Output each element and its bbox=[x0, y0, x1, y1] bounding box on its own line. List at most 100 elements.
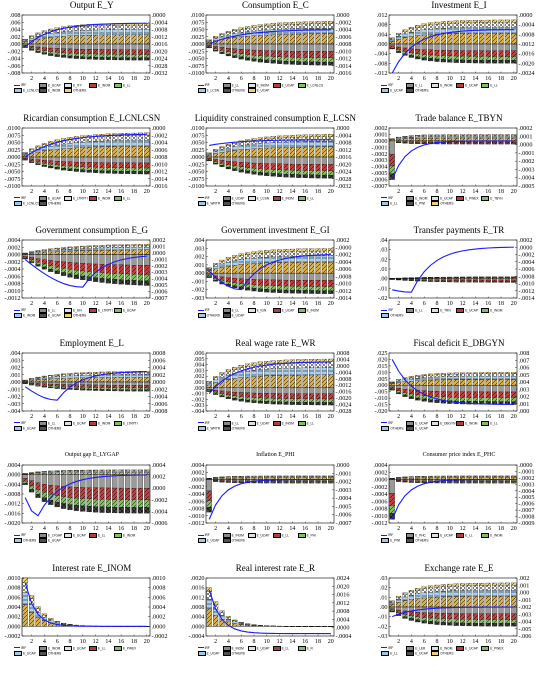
legend-label: IRF bbox=[388, 308, 394, 312]
bar-segment bbox=[61, 52, 67, 56]
bar-segment bbox=[29, 156, 35, 159]
bar-segment bbox=[428, 134, 434, 137]
bar-segment bbox=[434, 584, 440, 587]
y-tick-label-right: -.0002 bbox=[519, 252, 535, 259]
bar-segment bbox=[112, 374, 118, 377]
y-tick-label-right: -.0003 bbox=[152, 269, 168, 276]
legend-label: E_UCAP bbox=[73, 533, 86, 538]
x-tick-label: 20 bbox=[144, 301, 150, 307]
bar-segment bbox=[118, 472, 124, 475]
chart-panel: Interest rate E_INOM .0010.0008.0006.0004… bbox=[0, 563, 184, 675]
x-tick-label: 6 bbox=[239, 414, 242, 420]
legend-entry: OTHERS bbox=[406, 88, 431, 94]
bar-segment bbox=[447, 396, 453, 401]
legend-entry: IRF bbox=[381, 196, 406, 201]
y-tick-label-right: -.0024 bbox=[335, 168, 351, 175]
legend-swatch bbox=[89, 308, 97, 313]
legend-entry: E_DBGYN bbox=[431, 420, 456, 426]
bar-segment bbox=[238, 169, 244, 172]
bar-segment bbox=[41, 377, 47, 379]
y-tick-label-right: .0000 bbox=[152, 12, 166, 19]
y-tick-label-left: .0000 bbox=[190, 41, 204, 48]
x-tick-label: 18 bbox=[131, 526, 137, 532]
bar-segment bbox=[131, 507, 137, 514]
bar-segment bbox=[225, 616, 231, 619]
y-tick-label-left: -.0075 bbox=[188, 63, 204, 70]
y-tick-label-left: .0012 bbox=[190, 594, 204, 601]
bar-segment bbox=[86, 254, 92, 264]
bar-segment bbox=[428, 24, 434, 30]
y-tick-label-right: -.0001 bbox=[152, 256, 168, 263]
chart-panel: Transfer payments E_TR .04.03.02.01.00 -.0… bbox=[367, 225, 551, 338]
bar-segment bbox=[118, 389, 124, 391]
bar-segment bbox=[67, 373, 73, 376]
bar-segment bbox=[479, 22, 485, 28]
bar-segment bbox=[428, 49, 434, 56]
bar-segment bbox=[105, 472, 111, 475]
bar-segment bbox=[327, 27, 333, 34]
y-tick-label-left: -.0006 bbox=[372, 176, 388, 183]
bar-segment bbox=[238, 623, 244, 626]
x-tick-label: 18 bbox=[131, 639, 137, 645]
bar-segment bbox=[466, 371, 472, 374]
legend-label: OTHERS bbox=[231, 88, 245, 93]
bar-segment bbox=[447, 482, 453, 484]
bar-segment bbox=[35, 46, 41, 50]
bar-segment bbox=[73, 250, 79, 255]
chart-plot: .03.02.01.00-.01-.02-.03.002.001.000-.00… bbox=[378, 575, 532, 645]
bar-segment bbox=[498, 43, 504, 51]
bar-segment bbox=[257, 26, 263, 31]
bar-segment bbox=[41, 385, 47, 387]
legend-swatch bbox=[381, 425, 390, 431]
bar-segment bbox=[498, 133, 504, 135]
bar-segment bbox=[125, 134, 131, 140]
bar-segment bbox=[473, 606, 479, 614]
bar-segment bbox=[144, 22, 150, 26]
bar-segment bbox=[289, 141, 295, 147]
bar-segment bbox=[251, 279, 257, 285]
y-tick-label-right: .0002 bbox=[335, 237, 349, 244]
legend-swatch bbox=[197, 647, 204, 649]
x-tick-label: 8 bbox=[69, 639, 72, 645]
y-tick-label-left: -.0075 bbox=[188, 175, 204, 182]
bar-segment bbox=[321, 248, 327, 252]
y-tick-label-left: -.020 bbox=[375, 408, 388, 415]
bar-segment bbox=[61, 377, 67, 382]
bar-segment bbox=[244, 263, 250, 274]
bar-segment bbox=[511, 582, 517, 585]
bar-segment bbox=[93, 57, 99, 60]
legend-entry: IRF bbox=[14, 83, 39, 88]
bar-segment bbox=[73, 161, 79, 167]
legend-label: E_LL bbox=[490, 83, 498, 88]
bar-segment bbox=[35, 49, 41, 52]
bar-segment bbox=[466, 595, 472, 607]
y-tick-label-left: .004 bbox=[193, 361, 204, 368]
bar-segment bbox=[67, 249, 73, 252]
bar-segment bbox=[244, 376, 250, 388]
legend-entry: OTHERS bbox=[222, 425, 248, 431]
chart-title: Employment E_L bbox=[59, 337, 124, 348]
x-tick-label: 2 bbox=[397, 414, 400, 420]
bar-segment bbox=[112, 507, 118, 514]
y-tick-label-right: -.0016 bbox=[335, 388, 351, 395]
bar-segment bbox=[238, 398, 244, 401]
bar-segment bbox=[80, 156, 86, 162]
bar-segment bbox=[283, 24, 289, 30]
x-tick-label: 18 bbox=[131, 189, 137, 195]
bar-segment bbox=[453, 50, 459, 57]
bar-segment bbox=[485, 50, 491, 57]
bar-segment bbox=[22, 577, 28, 583]
bar-segment bbox=[466, 373, 472, 377]
bar-segment bbox=[54, 620, 60, 622]
bar-segment bbox=[441, 482, 447, 484]
bar-segment bbox=[270, 56, 276, 61]
y-tick-label-left: .004 bbox=[10, 350, 21, 357]
legend-swatch bbox=[114, 420, 122, 426]
bar-segment bbox=[29, 49, 35, 51]
y-tick-label-left: .008 bbox=[377, 22, 388, 29]
bar-segment bbox=[206, 159, 212, 161]
y-tick-label-right: -.0002 bbox=[152, 132, 168, 139]
bar-segment bbox=[41, 473, 47, 475]
bar-segment bbox=[86, 53, 92, 58]
bar-segment bbox=[283, 173, 289, 177]
